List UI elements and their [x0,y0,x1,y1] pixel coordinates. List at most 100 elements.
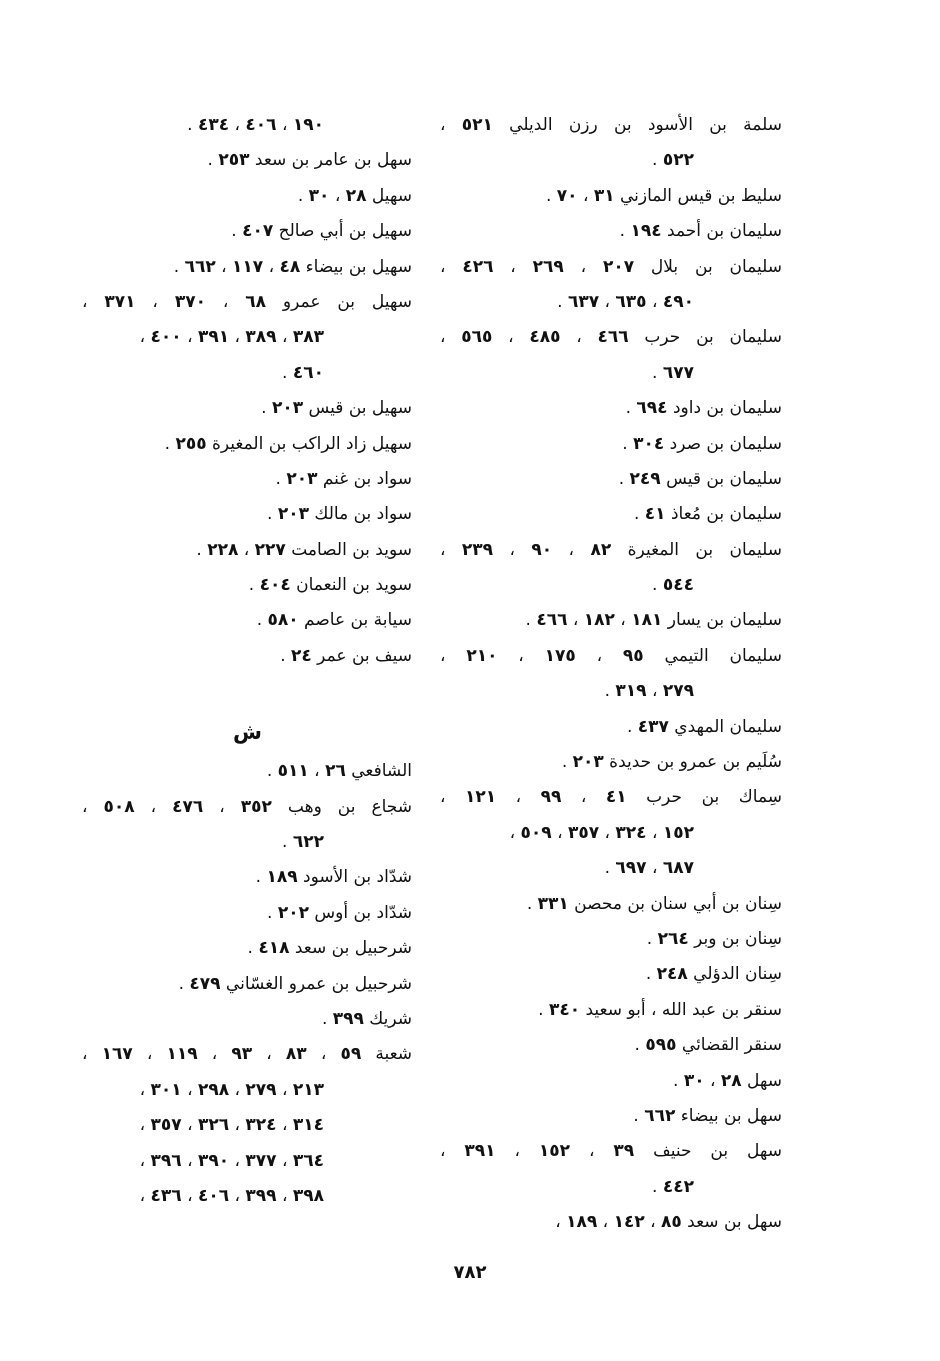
index-entry: سِنان بن أبي سنان بن محصن ٣٣١ . [440,887,782,922]
entry-line: سهل بن حنيف ٣٩ ، ١٥٢ ، ٣٩١ ، [440,1141,782,1162]
index-entry: سِماك بن حرب ٤١ ، ٩٩ ، ١٢١ ، ١٥٢ ، ٣٢٤ ، … [440,780,782,886]
entry-line: سهيل بن قيس ٢٠٣ . [261,398,412,419]
entry-line: سِماك بن حرب ٤١ ، ٩٩ ، ١٢١ ، [440,787,782,808]
page-number: ٧٨٢ [453,1262,487,1283]
entry-line: سِنان بن وبر ٢٦٤ . [646,928,782,949]
index-entry: سهل بن بيضاء ٦٦٢ . [440,1099,782,1134]
entry-line: سليمان المهدي ٤٣٧ . [626,716,782,737]
entry-line: سيابة بن عاصم ٥٨٠ . [256,610,412,631]
index-entry: سهل بن سعد ٨٥ ، ١٤٢ ، ١٨٩ ، [440,1205,782,1240]
entry-continuation-line: ١٥٢ ، ٣٢٤ ، ٣٥٧ ، ٥٠٩ ، [509,822,694,843]
entry-line: شدّاد بن أوس ٢٠٢ . [267,902,412,923]
index-entry: سليمان بن حرب ٤٦٦ ، ٤٨٥ ، ٥٦٥ ، ٦٧٧ . [440,320,782,391]
entry-line: سنقر بن عبد الله ، أبو سعيد ٣٤٠ . [538,999,782,1020]
index-entry: سنقر القضائي ٥٩٥ . [440,1028,782,1063]
index-entry: شجاع بن وهب ٣٥٢ ، ٤٧٦ ، ٥٠٨ ، ٦٢٢ . [82,790,412,861]
entry-line: الشافعي ٢٦ ، ٥١١ . [266,761,412,782]
index-entry: سيابة بن عاصم ٥٨٠ . [82,603,412,638]
entry-line: شعبة ٥٩ ، ٨٣ ، ٩٣ ، ١١٩ ، ١٦٧ ، [82,1044,412,1065]
entry-line: سيف بن عمر ٢٤ . [280,645,412,666]
index-entry: سهيل بن قيس ٢٠٣ . [82,391,412,426]
index-entry: سليمان بن صرد ٣٠٤ . [440,427,782,462]
entry-line: شجاع بن وهب ٣٥٢ ، ٤٧٦ ، ٥٠٨ ، [82,796,412,817]
entry-continuation-line: ٢١٣ ، ٢٧٩ ، ٢٩٨ ، ٣٠١ ، [139,1079,324,1100]
index-entry: سلمة بن الأسود بن رزن الديلي ٥٢١ ، ٥٢٢ . [440,108,782,179]
entry-line: سليمان بن أحمد ١٩٤ . [619,221,782,242]
entry-line: سهل بن بيضاء ٦٦٢ . [633,1105,782,1126]
entry-continuation-line: ١٩٠ ، ٤٠٦ ، ٤٣٤ . [187,115,324,135]
index-entry: سهل بن حنيف ٣٩ ، ١٥٢ ، ٣٩١ ، ٤٤٢ . [440,1134,782,1205]
entry-line: سليمان بن صرد ٣٠٤ . [622,433,782,454]
index-entry: شرحبيل بن سعد ٤١٨ . [82,931,412,966]
index-entry: شعبة ٥٩ ، ٨٣ ، ٩٣ ، ١١٩ ، ١٦٧ ، ٢١٣ ، ٢٧٩… [82,1037,412,1214]
index-entry: سليمان بن أحمد ١٩٤ . [440,214,782,249]
entry-line: سِنان الدؤلي ٢٤٨ . [645,964,782,985]
entry-continuation-line: ٤٤٢ . [652,1176,694,1197]
entry-line: سُلَيم بن عمرو بن حديدة ٢٠٣ . [561,752,782,773]
entry-continuation-line: ٥٤٤ . [652,575,694,596]
entry-line: سنقر القضائي ٥٩٥ . [634,1035,782,1056]
entry-line: سليمان بن قيس ٢٤٩ . [618,468,782,489]
index-column-right: سلمة بن الأسود بن رزن الديلي ٥٢١ ، ٥٢٢ .س… [440,108,782,1241]
index-entry: شدّاد بن الأسود ١٨٩ . [82,860,412,895]
entry-line: شدّاد بن الأسود ١٨٩ . [255,867,412,888]
entry-line: سليمان بن يسار ١٨١ ، ١٨٢ ، ٤٦٦ . [525,610,783,631]
entry-line: سِنان بن أبي سنان بن محصن ٣٣١ . [526,893,782,914]
index-entry: سيف بن عمر ٢٤ . [82,639,412,674]
index-entry: سهيل بن بيضاء ٤٨ ، ١١٧ ، ٦٦٢ . [82,250,412,285]
entry-continuation-line: ٦٢٢ . [282,832,324,853]
entry-line: شريك ٣٩٩ . [321,1008,412,1029]
entry-line: سهيل بن بيضاء ٤٨ ، ١١٧ ، ٦٦٢ . [173,256,412,277]
index-entry: سِنان بن وبر ٢٦٤ . [440,922,782,957]
entry-line: سويد بن الصامت ٢٢٧ ، ٢٢٨ . [196,539,412,560]
index-entry: سهيل ٢٨ ، ٣٠ . [82,179,412,214]
entry-line: سويد بن النعمان ٤٠٤ . [248,575,412,596]
index-entry: ١٩٠ ، ٤٠٦ ، ٤٣٤ . [82,108,412,143]
index-entry: سواد بن مالك ٢٠٣ . [82,497,412,532]
entry-continuation-line: ٣١٤ ، ٣٢٤ ، ٣٢٦ ، ٣٥٧ ، [139,1115,324,1136]
index-entry: سنقر بن عبد الله ، أبو سعيد ٣٤٠ . [440,993,782,1028]
index-entry: سهيل بن أبي صالح ٤٠٧ . [82,214,412,249]
index-entry: سليمان بن بلال ٢٠٧ ، ٢٦٩ ، ٤٢٦ ، ٤٩٠ ، ٦٣… [440,250,782,321]
entry-line: سلمة بن الأسود بن رزن الديلي ٥٢١ ، [440,115,782,135]
entry-line: شرحبيل بن عمرو الغسّاني ٤٧٩ . [178,973,412,994]
index-entry: سليمان التيمي ٩٥ ، ١٧٥ ، ٢١٠ ، ٢٧٩ ، ٣١٩ … [440,639,782,710]
index-entry: الشافعي ٢٦ ، ٥١١ . [82,754,412,789]
index-entry: سواد بن غنم ٢٠٣ . [82,462,413,497]
entry-line: سليمان بن داود ٦٩٤ . [625,398,782,419]
entry-line: سهيل بن أبي صالح ٤٠٧ . [231,221,412,242]
index-entry: سليمان بن مُعاذ ٤١ . [440,497,782,532]
entry-line: سهيل بن عمرو ٦٨ ، ٣٧٠ ، ٣٧١ ، [82,291,412,312]
entry-line: سهل ٢٨ ، ٣٠ . [673,1070,782,1091]
index-entry: سهل بن عامر بن سعد ٢٥٣ . [82,143,412,178]
entry-line: سهل بن سعد ٨٥ ، ١٤٢ ، ١٨٩ ، [555,1212,782,1233]
index-entry: سهل ٢٨ ، ٣٠ . [440,1064,782,1099]
entry-line: سليط بن قيس المازني ٣١ ، ٧٠ . [545,185,782,206]
entry-continuation-line: ٦٨٧ ، ٦٩٧ . [604,858,694,879]
entry-continuation-line: ٤٦٠ . [282,362,324,383]
entry-continuation-line: ٦٧٧ . [652,362,694,383]
entry-line: شرحبيل بن سعد ٤١٨ . [247,938,412,959]
entry-continuation-line: ٥٢٢ . [652,150,694,171]
entry-line: سهيل ٢٨ ، ٣٠ . [297,185,412,206]
entry-line: سليمان التيمي ٩٥ ، ١٧٥ ، ٢١٠ ، [440,645,782,666]
entry-line: سواد بن مالك ٢٠٣ . [267,504,412,525]
index-column-left: ١٩٠ ، ٤٠٦ ، ٤٣٤ . سهل بن عامر بن سعد ٢٥٣ … [82,108,412,1214]
index-entry: سليط بن قيس المازني ٣١ ، ٧٠ . [440,179,782,214]
index-entry: سهيل بن عمرو ٦٨ ، ٣٧٠ ، ٣٧١ ، ٣٨٣ ، ٣٨٩ ،… [82,285,412,391]
index-entry: سليمان المهدي ٤٣٧ . [440,710,782,745]
index-entry: شرحبيل بن عمرو الغسّاني ٤٧٩ . [82,967,412,1002]
entry-continuation-line: ٣٨٣ ، ٣٨٩ ، ٣٩١ ، ٤٠٠ ، [139,327,324,348]
entry-continuation-line: ٣٩٨ ، ٣٩٩ ، ٤٠٦ ، ٤٣٦ ، [139,1185,324,1206]
index-entry: سويد بن النعمان ٤٠٤ . [82,568,412,603]
index-entry: سليمان بن داود ٦٩٤ . [440,391,782,426]
index-entry: سُلَيم بن عمرو بن حديدة ٢٠٣ . [440,745,782,780]
entry-line: سليمان بن مُعاذ ٤١ . [633,504,782,525]
entry-line: سليمان بن حرب ٤٦٦ ، ٤٨٥ ، ٥٦٥ ، [440,327,782,348]
entry-continuation-line: ٤٩٠ ، ٦٣٥ ، ٦٣٧ . [557,291,694,312]
section-letter-heading: ش [233,720,262,745]
entry-continuation-line: ٣٦٤ ، ٣٧٧ ، ٣٩٠ ، ٣٩٦ ، [139,1150,324,1171]
index-entry: شريك ٣٩٩ . [82,1002,412,1037]
index-entry: سليمان بن يسار ١٨١ ، ١٨٢ ، ٤٦٦ . [440,603,783,638]
entry-continuation-line: ٢٧٩ ، ٣١٩ . [604,681,694,702]
